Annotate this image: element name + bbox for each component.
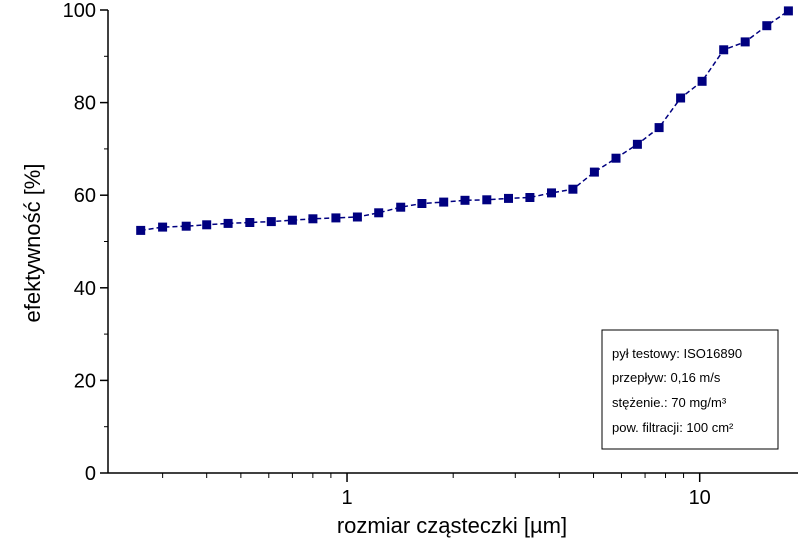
legend-line-concentration: stężenie.: 70 mg/m³ (612, 395, 727, 410)
y-tick-label: 80 (74, 93, 96, 115)
data-point (740, 37, 750, 47)
data-point (136, 225, 146, 235)
x-axis: 1 10 (108, 472, 798, 509)
data-point (331, 213, 341, 223)
legend-line-test-dust: pył testowy: ISO16890 (612, 346, 742, 361)
data-point (697, 76, 707, 86)
data-point (783, 6, 793, 16)
data-point (396, 202, 406, 212)
x-tick-label: 10 (689, 487, 711, 509)
y-tick-label: 20 (74, 370, 96, 392)
data-point (654, 123, 664, 133)
data-point (568, 184, 578, 194)
data-point (374, 208, 384, 218)
y-tick-label: 60 (74, 185, 96, 207)
data-point (158, 222, 168, 232)
y-tick-label: 40 (74, 278, 96, 300)
x-axis-title: rozmiar cząsteczki [µm] (337, 513, 567, 538)
data-point (762, 21, 772, 31)
data-point (181, 221, 191, 231)
data-point (547, 188, 556, 198)
data-point (439, 197, 449, 207)
data-point (676, 93, 686, 103)
data-point (589, 167, 599, 177)
y-axis: 0 20 40 60 80 100 (63, 0, 109, 485)
data-point (482, 195, 492, 205)
data-point (417, 199, 427, 208)
data-point (525, 193, 535, 202)
y-tick-label: 100 (63, 0, 96, 22)
y-tick-label: 0 (85, 463, 96, 485)
legend-line-flow: przepływ: 0,16 m/s (612, 370, 721, 385)
data-point (504, 193, 513, 203)
data-point (460, 195, 470, 205)
data-point (308, 214, 318, 224)
series-layer (136, 6, 793, 235)
data-point (202, 220, 212, 230)
data-point (719, 45, 729, 55)
data-point (632, 139, 642, 149)
y-axis-title: efektywność [%] (20, 164, 45, 323)
data-point (223, 218, 233, 228)
data-point (352, 212, 362, 222)
data-point (245, 218, 255, 227)
x-tick-label: 1 (341, 487, 352, 509)
legend-box (601, 329, 779, 450)
data-point (611, 153, 621, 163)
legend: pył testowy: ISO16890 przepływ: 0,16 m/s… (601, 329, 779, 450)
legend-line-filtration-area: pow. filtracji: 100 cm² (612, 420, 734, 435)
data-point (287, 215, 297, 225)
data-point (266, 217, 276, 227)
